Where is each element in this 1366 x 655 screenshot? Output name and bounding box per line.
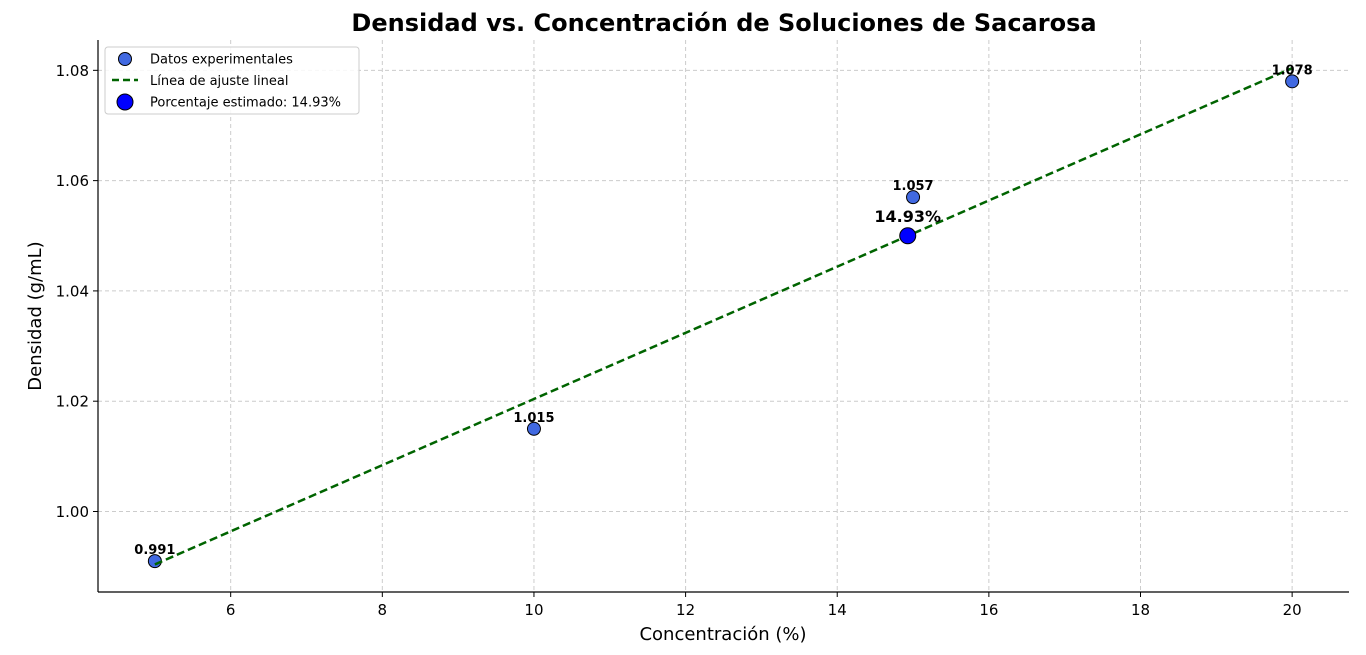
x-axis-ticks: 6 8 10 12 14 16 18 20 [226, 592, 1302, 619]
x-tick-label: 16 [979, 601, 998, 619]
y-tick-label: 1.02 [56, 393, 89, 411]
x-tick-label: 8 [378, 601, 388, 619]
x-tick-label: 6 [226, 601, 236, 619]
estimated-point [899, 227, 917, 245]
plot-area: 0.991 1.015 1.057 1.078 14.93% [134, 63, 1313, 569]
legend-label-estimado: Porcentaje estimado: 14.93% [150, 96, 341, 111]
legend: Datos experimentales Línea de ajuste lin… [104, 46, 360, 115]
y-tick-label: 1.08 [56, 62, 89, 80]
y-tick-label: 1.04 [56, 282, 89, 300]
data-point-label: 0.991 [134, 543, 175, 558]
y-tick-label: 1.00 [56, 503, 89, 521]
data-point-label: 1.015 [513, 411, 554, 426]
data-point-label: 1.057 [892, 179, 933, 194]
x-tick-label: 20 [1283, 601, 1302, 619]
legend-marker-estimado [116, 93, 134, 111]
data-point [526, 421, 541, 436]
legend-label-ajuste: Línea de ajuste lineal [150, 74, 288, 89]
y-axis-ticks: 1.00 1.02 1.04 1.06 1.08 [56, 62, 98, 521]
x-axis-label: Concentración (%) [639, 624, 806, 645]
x-tick-label: 10 [524, 601, 543, 619]
data-point-label: 1.078 [1272, 63, 1313, 78]
y-axis-label: Densidad (g/mL) [25, 241, 46, 390]
chart-title: Densidad vs. Concentración de Soluciones… [351, 9, 1096, 37]
x-tick-label: 18 [1131, 601, 1150, 619]
estimated-point-label: 14.93% [874, 207, 941, 226]
y-tick-label: 1.06 [56, 172, 89, 190]
data-point [906, 190, 921, 205]
data-point [1285, 74, 1300, 89]
legend-marker-datos [118, 52, 132, 66]
legend-label-datos: Datos experimentales [150, 53, 293, 68]
grid [98, 40, 1349, 592]
legend-box [104, 46, 360, 115]
fit-line [154, 66, 1293, 566]
x-tick-label: 12 [676, 601, 695, 619]
x-tick-label: 14 [828, 601, 847, 619]
